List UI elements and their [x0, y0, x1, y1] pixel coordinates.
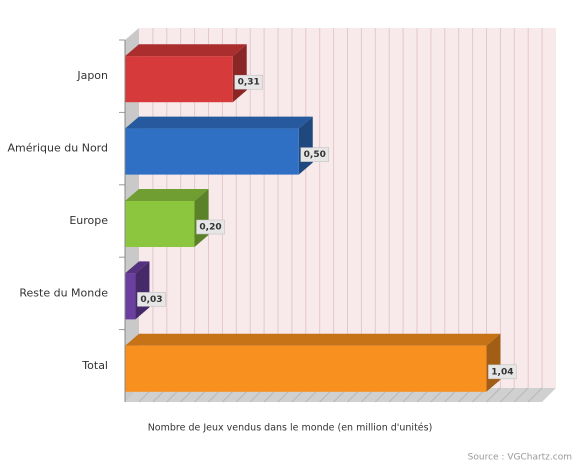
- floor-line: [527, 387, 543, 403]
- source: Source : VGChartz.com: [468, 453, 572, 463]
- bar: [125, 201, 195, 247]
- bar-top: [125, 333, 501, 346]
- bar: [125, 56, 233, 103]
- bar-top: [125, 189, 209, 201]
- bar-top: [125, 116, 313, 129]
- value-label: 0,50: [304, 150, 326, 160]
- value-label: 0,20: [199, 223, 221, 233]
- y-tick-label: Europe: [69, 214, 108, 227]
- bar-top: [125, 44, 247, 57]
- y-tick-label: Total: [81, 359, 108, 372]
- value-label: 1,04: [491, 367, 513, 377]
- y-tick-label: Reste du Monde: [19, 286, 108, 299]
- floor-line: [499, 387, 515, 403]
- bar-top: [125, 261, 150, 274]
- value-label-box: [300, 147, 329, 162]
- bar: [125, 273, 136, 320]
- floor-line: [513, 387, 529, 403]
- bar: [125, 128, 299, 175]
- floor-line: [486, 387, 501, 403]
- value-label: 0,03: [140, 295, 162, 305]
- value-label-box: [137, 292, 166, 307]
- bar: [125, 345, 487, 392]
- y-tick-label: Japon: [76, 69, 108, 82]
- value-label-box: [196, 219, 225, 235]
- value-label-box: [488, 364, 517, 380]
- value-label-box: [234, 74, 263, 90]
- value-label: 0,31: [238, 78, 260, 88]
- x-axis-title: Nombre de Jeux vendus dans le monde (en …: [148, 423, 433, 434]
- y-tick-label: Amérique du Nord: [7, 142, 108, 155]
